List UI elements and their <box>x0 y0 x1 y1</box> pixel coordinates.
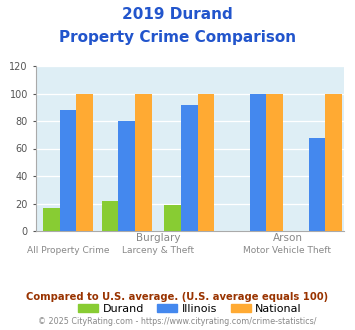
Legend: Durand, Illinois, National: Durand, Illinois, National <box>74 299 306 318</box>
Text: Compared to U.S. average. (U.S. average equals 100): Compared to U.S. average. (U.S. average … <box>26 292 329 302</box>
Text: Larceny & Theft: Larceny & Theft <box>122 246 194 255</box>
Bar <box>43 208 60 231</box>
Bar <box>76 93 93 231</box>
Bar <box>250 93 266 231</box>
Bar <box>325 93 342 231</box>
Text: 2019 Durand: 2019 Durand <box>122 7 233 21</box>
Text: All Property Crime: All Property Crime <box>27 246 109 255</box>
Text: Arson: Arson <box>273 233 302 243</box>
Bar <box>308 138 325 231</box>
Bar <box>198 93 214 231</box>
Bar <box>102 201 118 231</box>
Bar <box>118 121 135 231</box>
Bar <box>60 110 76 231</box>
Text: © 2025 CityRating.com - https://www.cityrating.com/crime-statistics/: © 2025 CityRating.com - https://www.city… <box>38 317 317 326</box>
Bar <box>266 93 283 231</box>
Text: Property Crime Comparison: Property Crime Comparison <box>59 30 296 45</box>
Text: Burglary: Burglary <box>136 233 180 243</box>
Text: Motor Vehicle Theft: Motor Vehicle Theft <box>244 246 332 255</box>
Bar <box>135 93 152 231</box>
Bar <box>181 105 198 231</box>
Bar <box>164 205 181 231</box>
